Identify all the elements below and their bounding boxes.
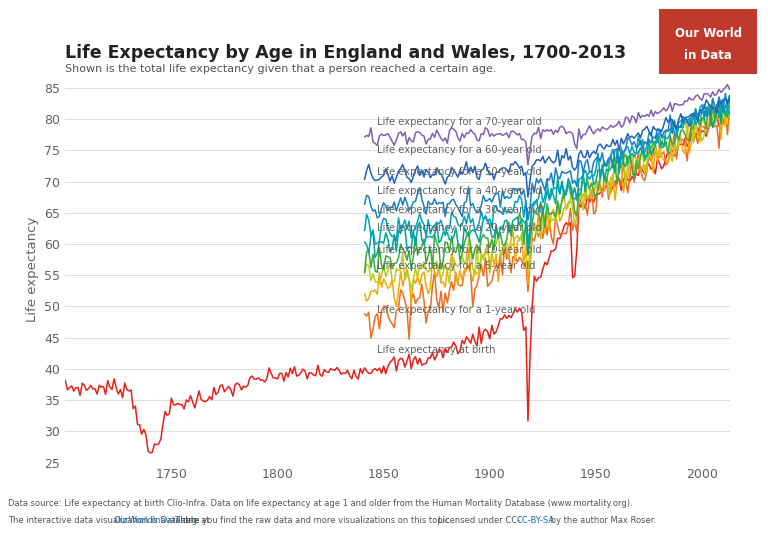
Text: Life expectancy at birth: Life expectancy at birth: [377, 345, 496, 355]
Text: CC-BY-SA: CC-BY-SA: [516, 515, 554, 525]
Text: Life expectancy for a 20-year old: Life expectancy for a 20-year old: [377, 223, 542, 233]
Text: The interactive data visualization is available at: The interactive data visualization is av…: [8, 515, 212, 525]
Text: Data source: Life expectancy at birth Clio-Infra. Data on life expectancy at age: Data source: Life expectancy at birth Cl…: [8, 499, 632, 508]
Text: Our World: Our World: [674, 27, 742, 40]
Text: Licensed under CC-: Licensed under CC-: [438, 515, 520, 525]
Text: Life expectancy for a 5-year old: Life expectancy for a 5-year old: [377, 261, 536, 271]
Text: Life expectancy for a 50-year old: Life expectancy for a 50-year old: [377, 167, 542, 177]
Text: Life expectancy for a 30-year old: Life expectancy for a 30-year old: [377, 204, 542, 215]
Text: by the author Max Roser.: by the author Max Roser.: [548, 515, 656, 525]
Text: Life expectancy for a 70-year old: Life expectancy for a 70-year old: [377, 117, 542, 127]
Y-axis label: Life expectancy: Life expectancy: [26, 216, 39, 322]
Text: Life expectancy for a 40-year old: Life expectancy for a 40-year old: [377, 186, 542, 196]
Text: . There you find the raw data and more visualizations on this topic.: . There you find the raw data and more v…: [170, 515, 453, 525]
Text: OurWorldInData.org: OurWorldInData.org: [114, 515, 197, 525]
Text: Life Expectancy by Age in England and Wales, 1700-2013: Life Expectancy by Age in England and Wa…: [65, 44, 627, 62]
Text: in Data: in Data: [684, 49, 732, 62]
Text: Life expectancy for a 1-year old: Life expectancy for a 1-year old: [377, 305, 536, 315]
Text: Shown is the total life expectancy given that a person reached a certain age.: Shown is the total life expectancy given…: [65, 64, 497, 74]
Text: Life expectancy for a 60-year old: Life expectancy for a 60-year old: [377, 145, 542, 155]
Text: Life expectancy for a 10-year old: Life expectancy for a 10-year old: [377, 245, 542, 255]
